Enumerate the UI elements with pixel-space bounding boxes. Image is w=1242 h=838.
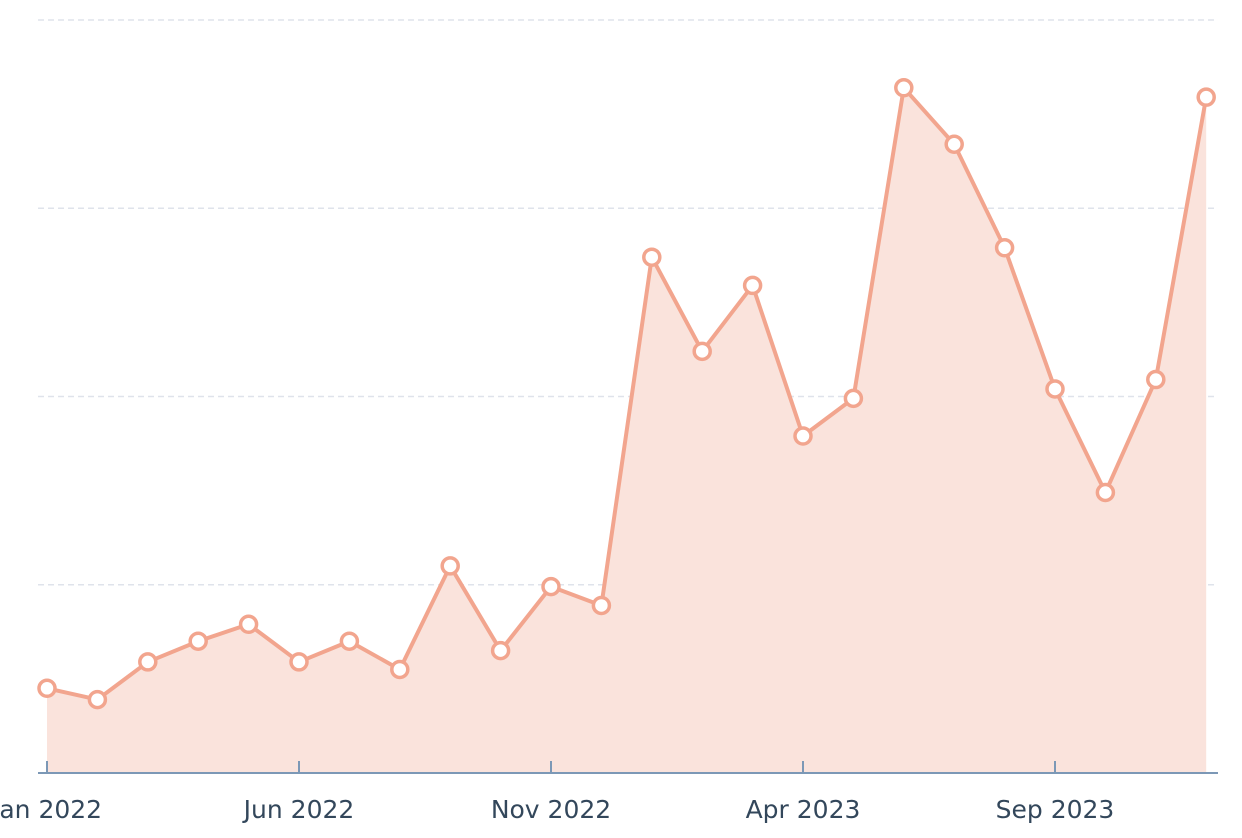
point bbox=[289, 652, 309, 672]
point bbox=[339, 631, 360, 651]
point bbox=[1095, 482, 1116, 503]
point bbox=[1196, 87, 1216, 107]
point bbox=[793, 426, 813, 446]
point bbox=[390, 659, 410, 680]
point bbox=[188, 631, 208, 651]
area-fill bbox=[47, 87, 1207, 773]
x-tick-label: Jan 2022 bbox=[0, 795, 102, 824]
point bbox=[642, 247, 662, 267]
point bbox=[138, 652, 158, 672]
point bbox=[37, 678, 57, 699]
point bbox=[440, 556, 460, 576]
point bbox=[944, 134, 964, 154]
point bbox=[490, 640, 511, 661]
point bbox=[1146, 369, 1166, 390]
point bbox=[894, 78, 914, 98]
x-tick-label: Sep 2023 bbox=[996, 795, 1115, 824]
point bbox=[692, 341, 712, 362]
point bbox=[87, 689, 108, 710]
point bbox=[541, 576, 561, 597]
point bbox=[994, 238, 1015, 258]
point bbox=[1045, 379, 1065, 399]
point bbox=[591, 595, 612, 616]
x-tick-label: Apr 2023 bbox=[746, 795, 861, 824]
point bbox=[238, 614, 259, 635]
x-tick-label: Jun 2022 bbox=[242, 795, 355, 824]
x-tick-label: Nov 2022 bbox=[491, 795, 611, 824]
point bbox=[742, 275, 763, 296]
point bbox=[843, 388, 864, 409]
